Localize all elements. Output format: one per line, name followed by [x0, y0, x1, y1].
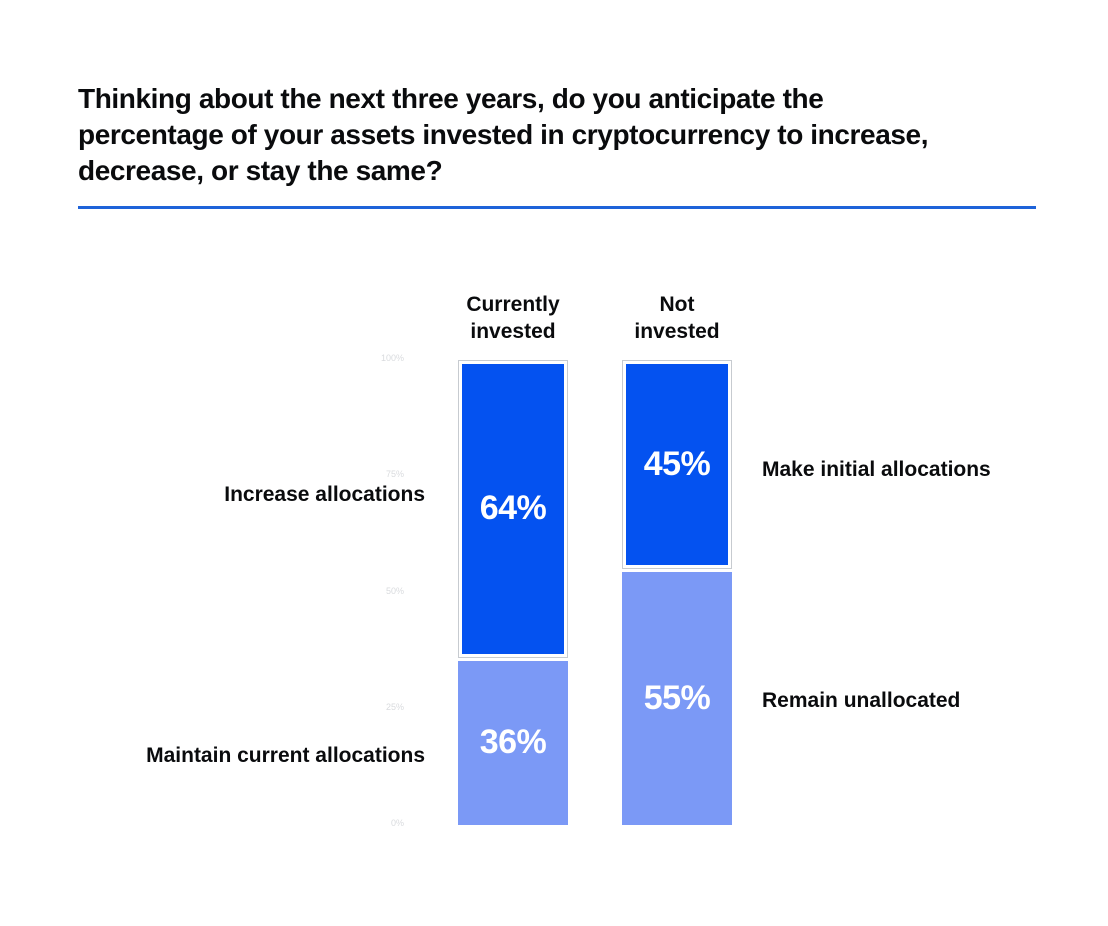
- y-axis-tick: 50%: [385, 586, 404, 596]
- title-divider: [78, 206, 1036, 209]
- y-axis-tick: 75%: [385, 469, 404, 479]
- bar-segment-fill: 64%: [462, 364, 564, 654]
- bar-segment-increase-allocations: 64%: [458, 360, 568, 658]
- bar-not-invested: 45% 55%: [622, 360, 732, 825]
- y-axis-tick: 25%: [385, 702, 404, 712]
- column-header-currently-invested: Currently invested: [466, 293, 560, 343]
- y-axis-tick: 0%: [390, 818, 404, 828]
- bar-segment-value: 64%: [479, 489, 547, 528]
- bar-segment-value: 45%: [643, 445, 711, 484]
- segment-label-increase-allocations: Increase allocations: [224, 483, 425, 506]
- bar-segment-maintain-allocations: 36%: [458, 660, 568, 825]
- bar-currently-invested: 64% 36%: [458, 360, 568, 825]
- segment-label-make-initial-allocations: Make initial allocations: [762, 458, 991, 481]
- y-axis-tick: 100%: [380, 353, 404, 363]
- bar-segment-value: 36%: [479, 723, 547, 762]
- page-title: Thinking about the next three years, do …: [78, 82, 929, 186]
- segment-label-maintain-current-allocations: Maintain current allocations: [146, 744, 425, 767]
- bar-segment-fill: 45%: [626, 364, 728, 566]
- bar-segment-value: 55%: [643, 679, 711, 718]
- segment-label-remain-unallocated: Remain unallocated: [762, 689, 961, 712]
- column-header-not-invested: Not invested: [634, 293, 720, 343]
- bar-segment-remain-unallocated: 55%: [622, 572, 732, 825]
- bar-segment-make-initial-allocations: 45%: [622, 360, 732, 570]
